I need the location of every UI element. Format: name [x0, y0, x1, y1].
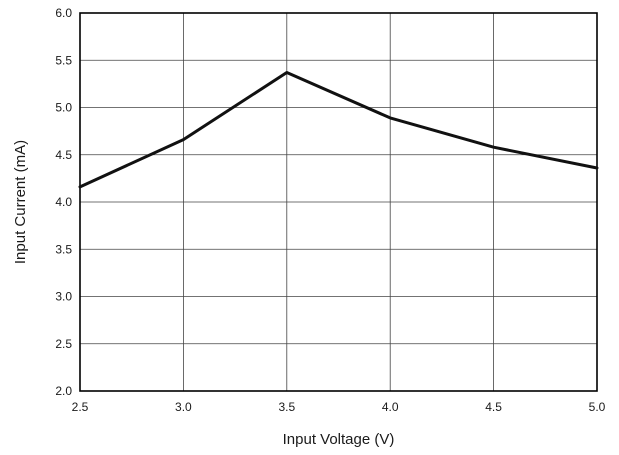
y-tick-label: 4.5 [55, 148, 72, 162]
x-tick-label: 3.0 [175, 400, 192, 414]
grid-lines [80, 13, 597, 391]
series-line [78, 71, 599, 189]
y-tick-labels: 2.0 2.5 3.0 3.5 4.0 4.5 5.0 5.5 6.0 [55, 6, 72, 398]
y-tick-label: 4.0 [55, 195, 72, 209]
series-group [78, 71, 599, 189]
x-tick-label: 2.5 [72, 400, 89, 414]
x-tick-label: 5.0 [589, 400, 606, 414]
y-tick-label: 6.0 [55, 6, 72, 20]
y-tick-label: 2.0 [55, 384, 72, 398]
y-tick-label: 3.0 [55, 290, 72, 304]
plot-frame [79, 12, 598, 392]
y-tick-label: 2.5 [55, 337, 72, 351]
x-tick-label: 4.0 [382, 400, 399, 414]
y-tick-label: 3.5 [55, 242, 72, 256]
x-tick-label: 3.5 [278, 400, 295, 414]
x-tick-labels: 2.5 3.0 3.5 4.0 4.5 5.0 [72, 400, 606, 414]
x-axis-title: Input Voltage (V) [283, 431, 395, 448]
y-tick-label: 5.5 [55, 53, 72, 67]
x-tick-label: 4.5 [485, 400, 502, 414]
y-axis-title: Input Current (mA) [12, 140, 29, 264]
y-tick-label: 5.0 [55, 101, 72, 115]
